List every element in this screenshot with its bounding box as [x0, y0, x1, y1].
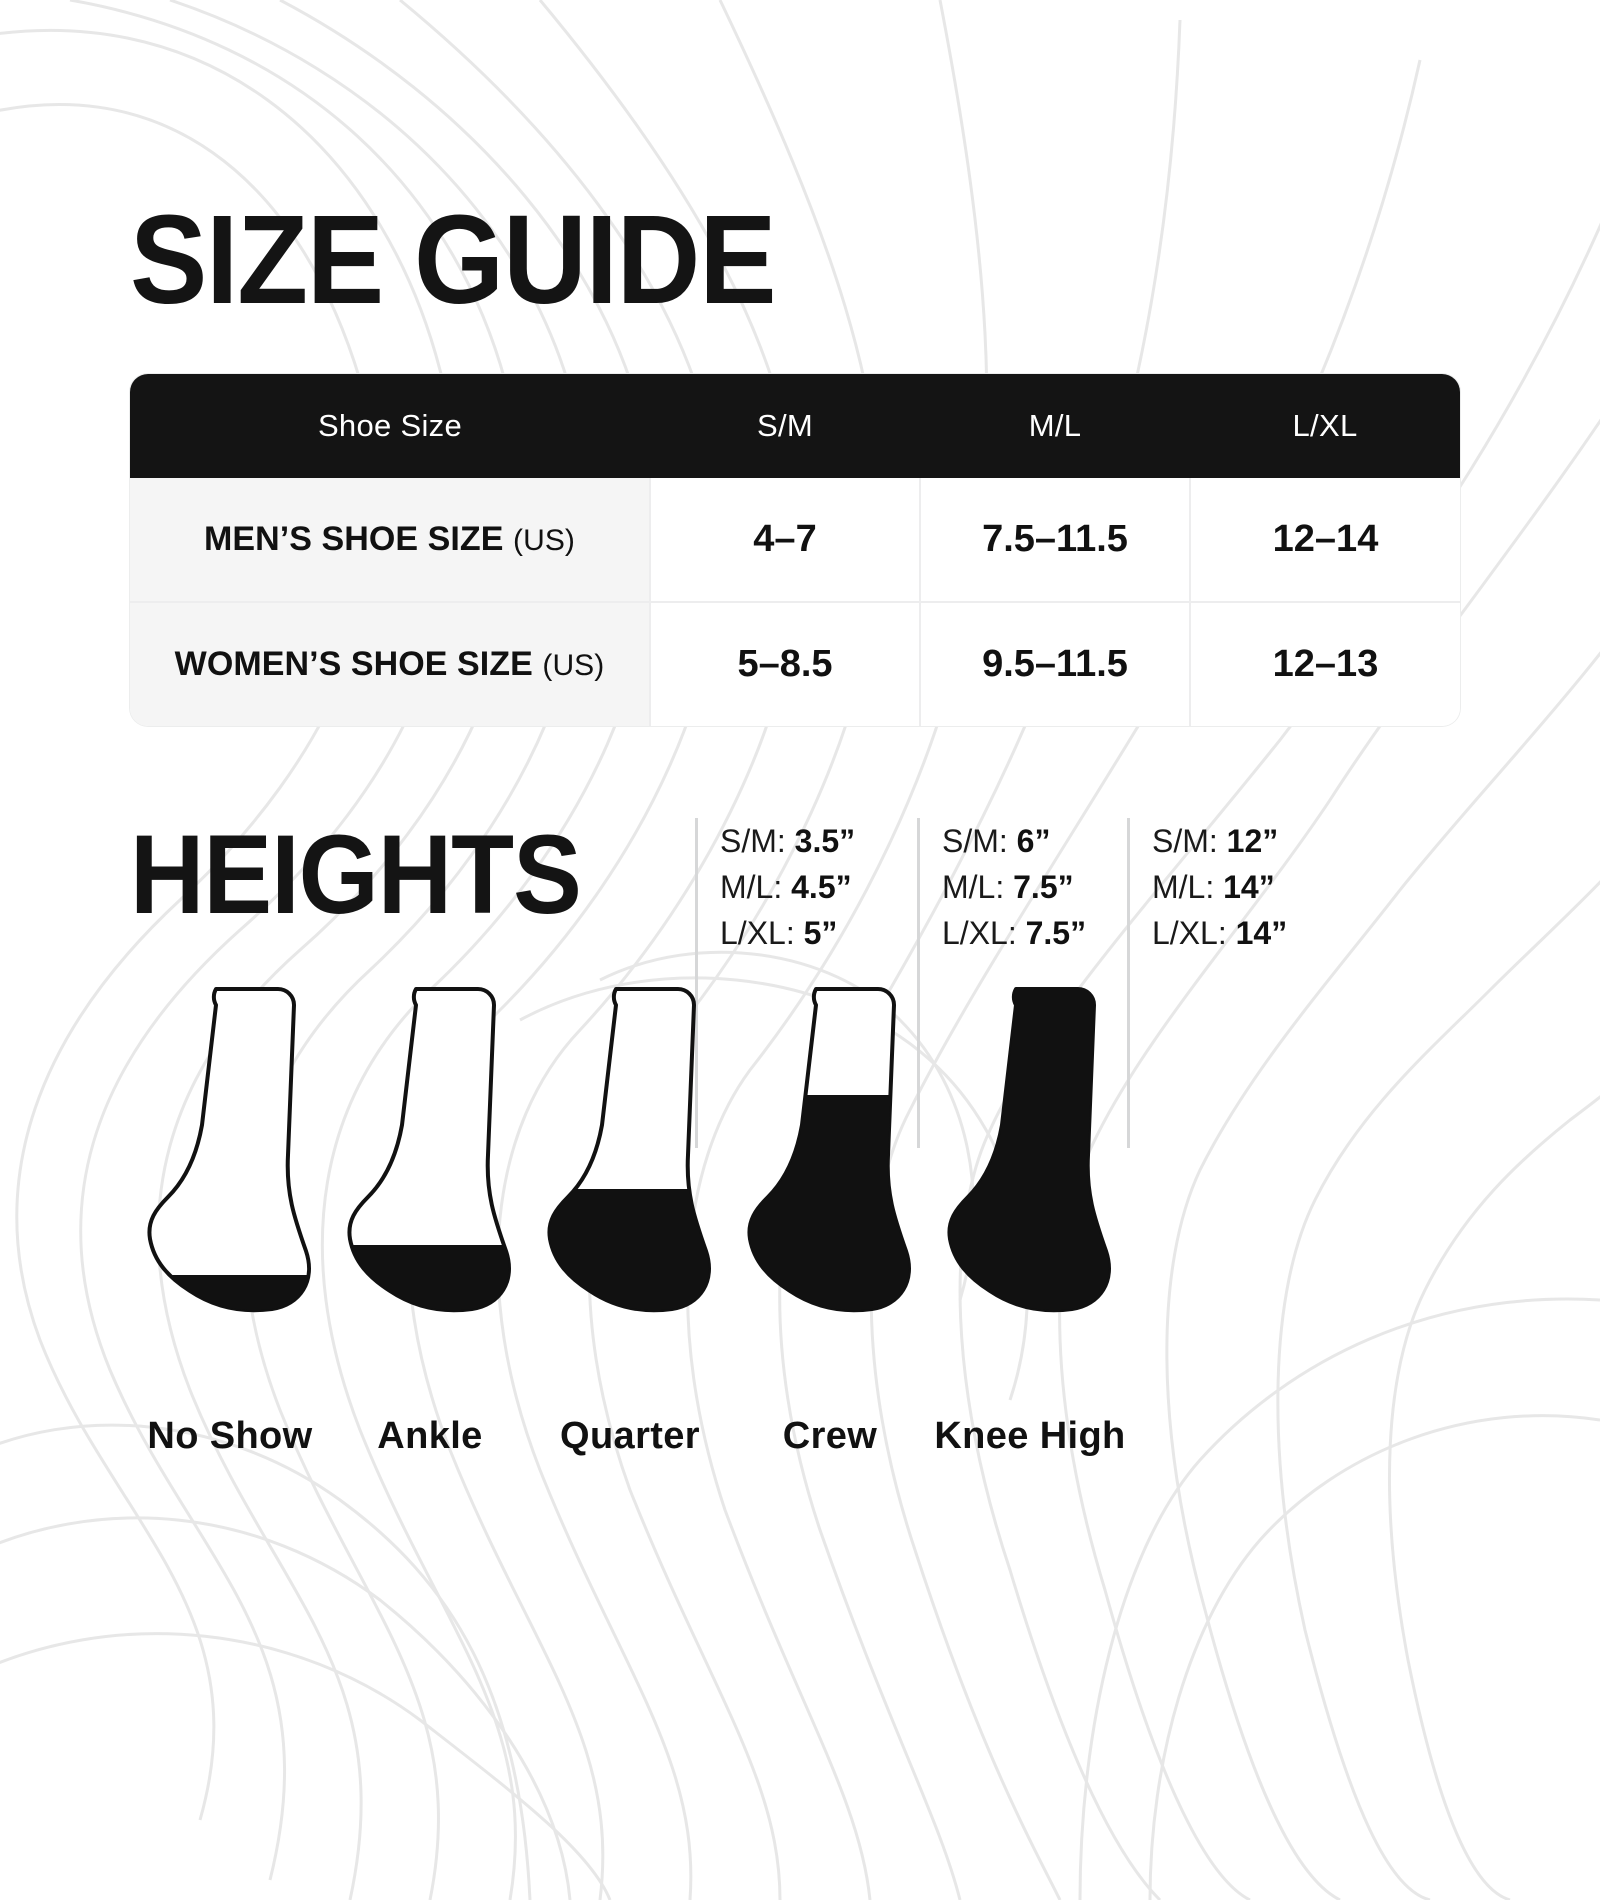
sock-label: Crew [782, 1414, 878, 1457]
sock-ankle-icon [347, 986, 511, 1313]
spec-row: S/M: 12” [1152, 818, 1357, 864]
spec-row: M/L: 14” [1152, 864, 1357, 910]
spec-key: L/XL: [942, 915, 1017, 952]
row-label-mens-text: MEN’S SHOE SIZE [204, 519, 504, 558]
spec-row: L/XL: 14” [1152, 910, 1357, 956]
heights-title: HEIGHTS [130, 811, 582, 937]
spec-row: L/XL: 7.5” [942, 910, 1127, 956]
spec-key: M/L: [942, 868, 1005, 905]
size-table-body: MEN’S SHOE SIZE (US) 4–7 7.5–11.5 12–14 … [130, 477, 1460, 726]
spec-row: M/L: 7.5” [942, 864, 1127, 910]
column-header-lxl: L/XL [1292, 407, 1358, 443]
spec-row: L/XL: 5” [720, 910, 917, 956]
sock-label: No Show [147, 1414, 313, 1457]
sock-illustration-row: No Show Ankle [130, 986, 1470, 1458]
sock-label: Quarter [560, 1414, 700, 1457]
cell-womens-lxl: 12–13 [1190, 601, 1460, 726]
spec-value: 5” [803, 915, 838, 952]
size-table: Shoe Size S/M M/L L/XL MEN’S SHOE SIZE (… [130, 373, 1460, 726]
row-label-womens-unit: (US) [542, 648, 605, 682]
spec-row: S/M: 6” [942, 818, 1127, 864]
spec-value: 7.5” [1013, 868, 1074, 905]
spec-key: M/L: [1152, 868, 1215, 905]
cell-mens-lxl: 12–14 [1190, 477, 1460, 603]
row-label-womens: WOMEN’S SHOE SIZE (US) [130, 601, 651, 726]
cell-mens-sm: 4–7 [650, 477, 921, 603]
spec-value: 6” [1016, 822, 1051, 859]
row-label-mens-unit: (US) [513, 523, 575, 557]
table-row: MEN’S SHOE SIZE (US) 4–7 7.5–11.5 12–14 [130, 477, 1460, 603]
sock-item-ankle: Ankle [330, 977, 530, 1458]
row-label-mens: MEN’S SHOE SIZE (US) [130, 477, 651, 603]
sock-item-quarter: Quarter [530, 977, 730, 1458]
sock-item-crew: Crew [730, 977, 930, 1458]
spec-key: L/XL: [720, 915, 795, 952]
spec-key: S/M: [1152, 822, 1218, 859]
table-row: WOMEN’S SHOE SIZE (US) 5–8.5 9.5–11.5 12… [130, 601, 1460, 726]
spec-value: 14” [1235, 915, 1288, 952]
table-header-row: Shoe Size S/M M/L L/XL [130, 373, 1460, 478]
sock-quarter-icon [547, 986, 711, 1313]
spec-key: S/M: [942, 822, 1008, 859]
column-header-ml: M/L [1028, 407, 1082, 443]
spec-row: M/L: 4.5” [720, 864, 917, 910]
spec-key: L/XL: [1152, 915, 1227, 952]
page-title: SIZE GUIDE [130, 189, 777, 330]
sock-crew-icon [747, 986, 911, 1313]
spec-row: S/M: 3.5” [720, 818, 917, 864]
sock-item-knee-high: Knee High [930, 977, 1130, 1458]
sock-knee-high-icon [947, 986, 1111, 1313]
cell-womens-ml: 9.5–11.5 [920, 601, 1191, 726]
spec-value: 4.5” [791, 868, 852, 905]
column-header-shoe-size: Shoe Size [317, 407, 463, 443]
spec-value: 14” [1223, 868, 1275, 905]
sock-no-show-icon [147, 986, 311, 1313]
column-header-sm: S/M [756, 407, 814, 443]
spec-key: M/L: [720, 868, 783, 905]
cell-mens-ml: 7.5–11.5 [920, 477, 1191, 603]
spec-value: 3.5” [794, 822, 856, 859]
spec-key: S/M: [720, 822, 786, 859]
sock-item-no-show: No Show [130, 977, 330, 1458]
cell-womens-sm: 5–8.5 [650, 601, 921, 726]
sock-label: Knee High [934, 1414, 1126, 1457]
spec-value: 7.5” [1025, 915, 1087, 952]
size-table-header: Shoe Size S/M M/L L/XL [130, 373, 1460, 478]
spec-value: 12” [1226, 822, 1279, 859]
row-label-womens-text: WOMEN’S SHOE SIZE [174, 644, 533, 683]
sock-label: Ankle [377, 1414, 483, 1457]
